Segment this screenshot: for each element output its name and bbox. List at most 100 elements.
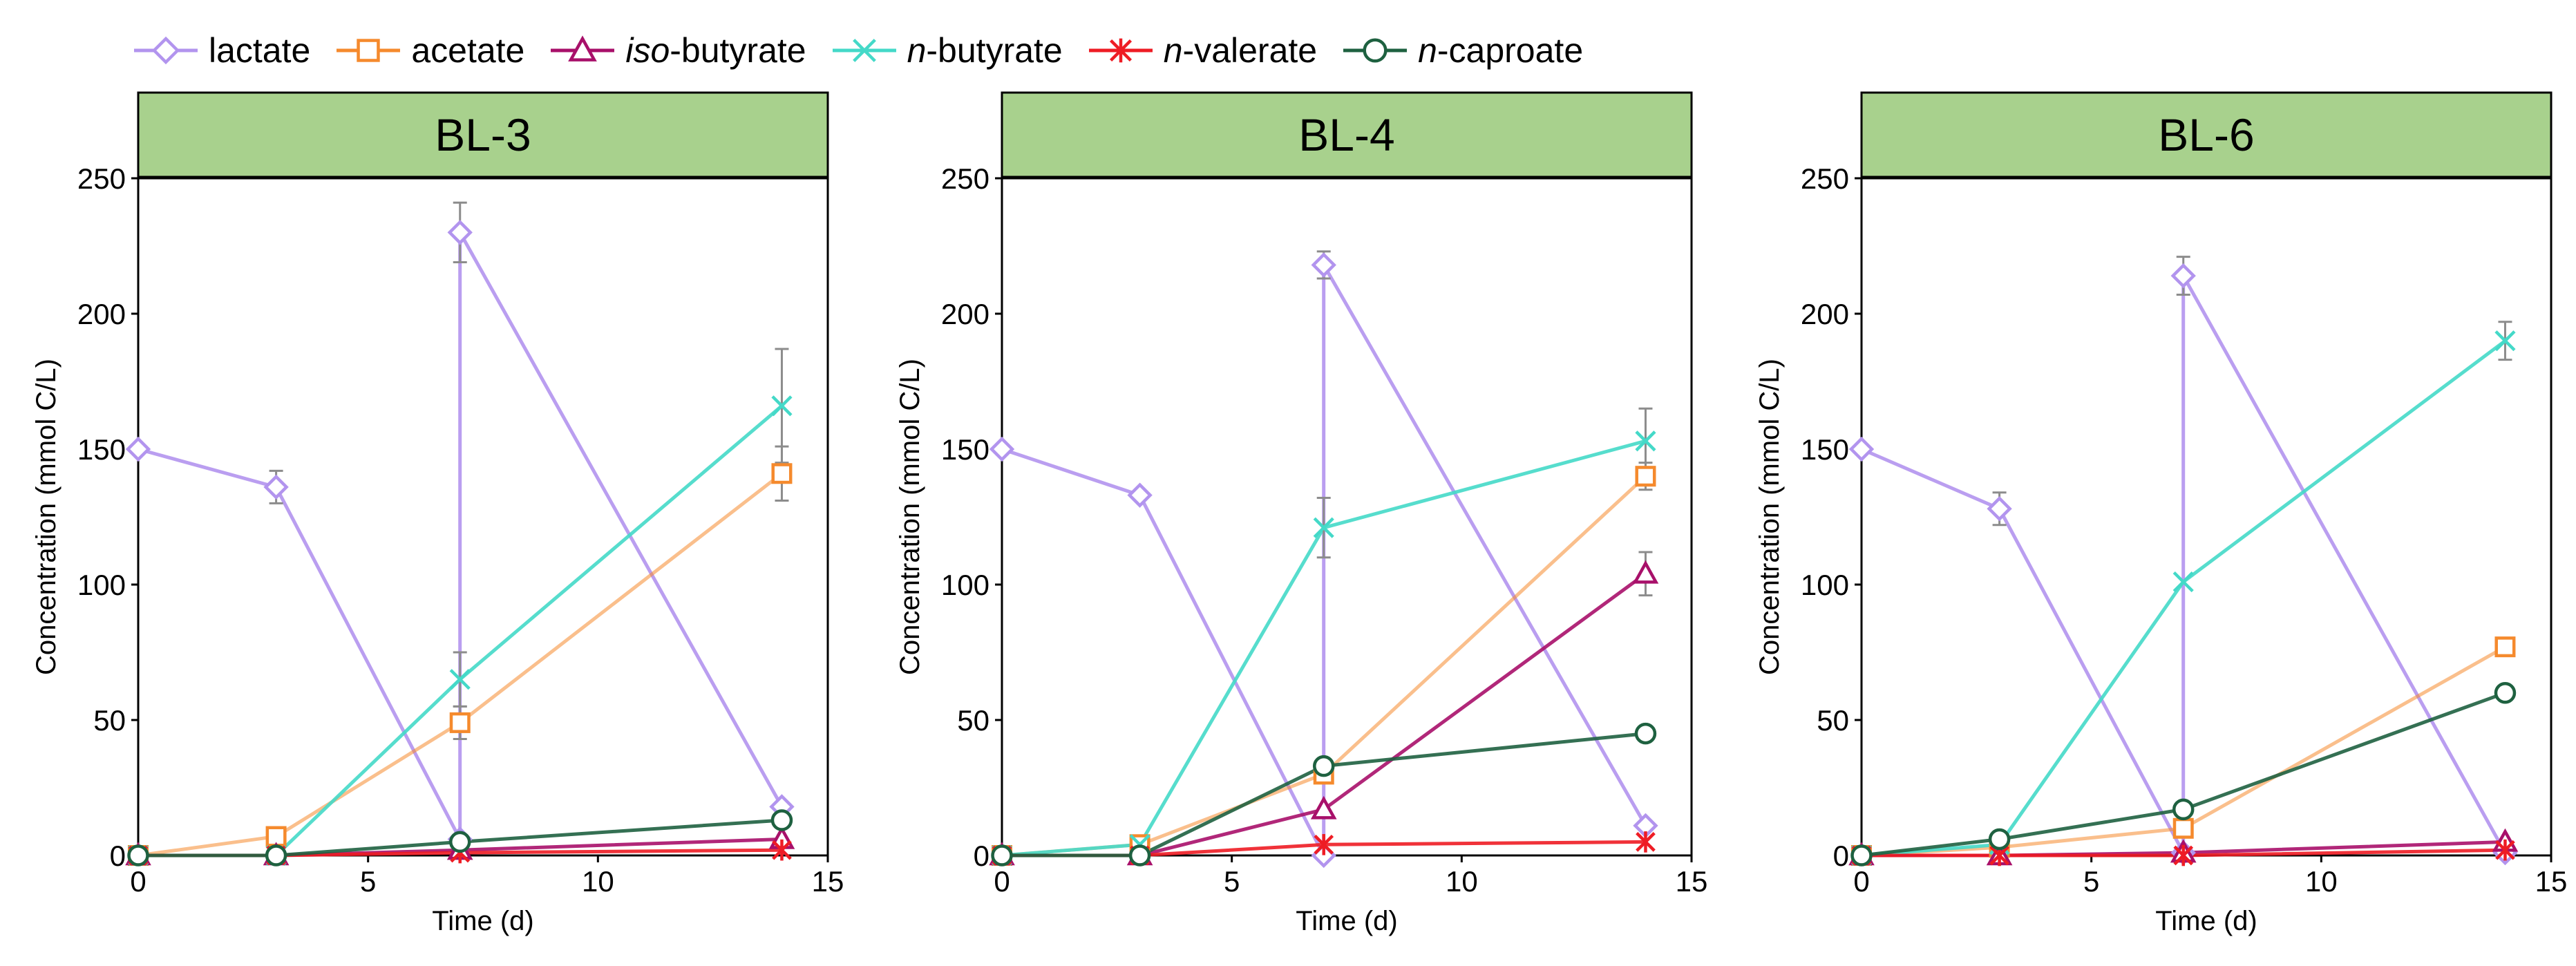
y-tick-label: 0	[110, 840, 126, 872]
panel-bl-3: BL-3 0 50 100 150 200 250 0 5 10 15 Time (d) Concent…	[31, 91, 844, 936]
point-acetate	[771, 463, 793, 484]
series-line-n-caproate	[1861, 691, 2506, 858]
point-n-butyrate	[2494, 330, 2516, 352]
series-line-n-butyrate	[1001, 439, 1647, 858]
x-tick-label: 15	[2535, 865, 2568, 898]
y-tick-label: 150	[77, 433, 126, 466]
y-tick-label: 250	[77, 162, 126, 195]
point-acetate	[2494, 636, 2516, 658]
point-n-caproate	[1988, 828, 2011, 851]
y-tick-label: 250	[1801, 162, 1849, 195]
point-n-butyrate	[1313, 517, 1334, 538]
series-line-n-caproate	[1002, 732, 1646, 858]
point-n-valerate	[1636, 831, 1656, 853]
y-axis-label: Concentration (mmol C/L)	[1754, 359, 1785, 675]
legend-label: acetate	[411, 31, 525, 70]
x-axis-label: Time (d)	[2155, 906, 2257, 936]
point-n-valerate	[772, 839, 792, 861]
x-tick-label: 10	[1446, 865, 1478, 898]
y-tick-label: 150	[941, 433, 989, 466]
legend-marker	[1109, 38, 1132, 63]
point-n-butyrate	[1635, 430, 1656, 452]
point-n-caproate	[770, 809, 793, 831]
legend-swatch-n-caproate	[1343, 38, 1408, 63]
y-tick-label: 50	[1817, 704, 1849, 737]
point-n-caproate	[1850, 844, 1873, 866]
legend-item-lactate: lactate	[131, 30, 310, 70]
point-lactate	[263, 474, 289, 500]
point-n-caproate	[991, 844, 1013, 866]
legend-marker	[1363, 38, 1388, 63]
point-lactate	[447, 220, 473, 245]
x-axis-label: Time (d)	[1296, 906, 1397, 936]
series-line-lactate	[1861, 274, 2507, 855]
y-tick-label: 0	[974, 840, 989, 872]
point-lactate	[1127, 482, 1153, 508]
y-axis-label: Concentration (mmol C/L)	[31, 359, 61, 675]
point-iso-butyrate	[1632, 560, 1659, 584]
legend-item-iso-butyrate: iso-butyrate	[548, 30, 806, 70]
x-tick-label: 15	[1676, 865, 1708, 898]
point-acetate	[449, 712, 471, 733]
x-tick-label: 15	[812, 865, 844, 898]
point-n-caproate	[265, 844, 287, 866]
point-n-caproate	[1634, 722, 1657, 745]
legend-item-n-butyrate: n-butyrate	[830, 30, 1063, 70]
legend-marker	[852, 39, 876, 62]
series-line-lactate	[138, 230, 784, 841]
y-tick-label: 100	[941, 569, 989, 601]
legend-swatch-iso-butyrate	[551, 35, 615, 61]
y-tick-label: 50	[957, 704, 989, 737]
legend-marker	[568, 35, 598, 61]
panel-title-bar	[1001, 91, 1693, 178]
legend-label: lactate	[209, 31, 311, 70]
y-tick-label: 100	[77, 569, 126, 601]
plot-frame	[137, 177, 829, 857]
y-tick-label: 200	[77, 298, 126, 330]
point-n-valerate	[1314, 834, 1334, 855]
panel-title: BL-4	[1298, 109, 1394, 160]
panel-title-bar	[137, 91, 829, 178]
panel-bl-4: BL-4 0 50 100 150 200 250 0 5 10 15 Time (d) Concent…	[895, 91, 1708, 936]
series-line-n-valerate	[1862, 848, 2506, 858]
legend-label: n-valerate	[1163, 31, 1318, 70]
point-lactate	[2170, 263, 2196, 289]
point-lactate	[125, 436, 151, 462]
x-tick-label: 10	[2305, 865, 2338, 898]
legend-swatch-n-butyrate	[832, 39, 896, 62]
y-tick-label: 200	[941, 298, 989, 330]
y-tick-label: 100	[1801, 569, 1849, 601]
point-n-caproate	[1128, 844, 1151, 866]
legend-swatch-n-valerate	[1088, 38, 1153, 63]
x-tick-label: 5	[360, 865, 376, 898]
point-iso-butyrate	[1310, 795, 1337, 820]
legend-marker	[151, 36, 180, 65]
panel-title-bar	[1860, 91, 2553, 178]
point-acetate	[2172, 817, 2194, 839]
panel-title: BL-3	[435, 109, 531, 160]
legend-item-acetate: acetate	[334, 30, 524, 70]
legend-label: n-caproate	[1418, 31, 1584, 70]
plot-frame	[1860, 177, 2553, 857]
plot-frame	[1001, 177, 1693, 857]
point-lactate	[1987, 496, 2012, 522]
y-tick-label: 150	[1801, 433, 1849, 466]
y-axis-label: Concentration (mmol C/L)	[895, 359, 925, 675]
point-n-caproate	[1312, 755, 1335, 777]
legend-swatch-acetate	[337, 39, 401, 62]
x-tick-label: 5	[2083, 865, 2099, 898]
x-tick-label: 5	[1224, 865, 1240, 898]
legend-item-n-valerate: n-valerate	[1086, 30, 1317, 70]
series-line-n-caproate	[138, 818, 782, 858]
point-lactate	[1848, 436, 1875, 462]
point-n-valerate	[2495, 839, 2515, 861]
legend-label: iso-butyrate	[625, 31, 806, 70]
point-n-caproate	[448, 831, 471, 853]
legend-item-n-caproate: n-caproate	[1341, 30, 1583, 70]
point-n-caproate	[2172, 798, 2195, 821]
point-n-caproate	[2494, 682, 2517, 704]
legend-marker	[357, 39, 381, 62]
point-n-butyrate	[449, 669, 471, 690]
chart-legend: lactate acetate iso-butyrate n-butyrate …	[131, 26, 1607, 75]
